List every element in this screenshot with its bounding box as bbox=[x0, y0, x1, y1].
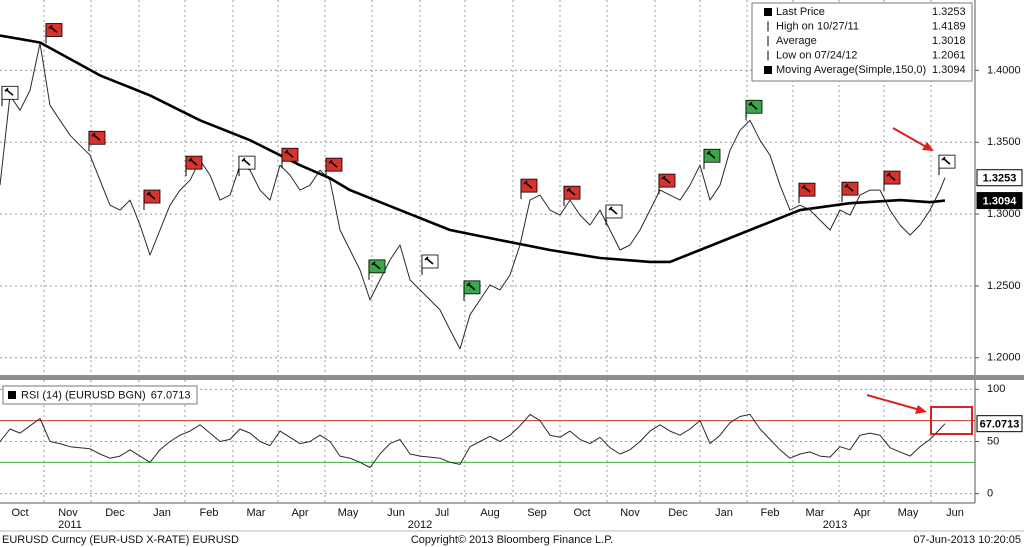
footer-right: 07-Jun-2013 10:20:05 bbox=[913, 534, 1021, 546]
signal-icon bbox=[661, 175, 671, 184]
series-line bbox=[0, 42, 946, 350]
x-tick-label: Mar bbox=[247, 507, 266, 519]
signal-icon bbox=[91, 132, 101, 141]
x-tick-label: Mar bbox=[806, 507, 825, 519]
arrowhead bbox=[922, 142, 934, 151]
legend-value: 67.0713 bbox=[151, 389, 191, 401]
x-tick-label: Apr bbox=[291, 507, 308, 519]
signal-icon bbox=[328, 159, 338, 168]
x-tick-label: Apr bbox=[853, 507, 870, 519]
x-tick-label: Jan bbox=[715, 507, 733, 519]
legend-box bbox=[2, 385, 198, 405]
value-tag-label: 1.3253 bbox=[983, 173, 1017, 185]
legend-label: Last Price bbox=[776, 6, 825, 18]
x-year-label: 2012 bbox=[408, 519, 432, 531]
annotation bbox=[866, 127, 973, 435]
signal-icon bbox=[523, 180, 533, 189]
signal-icon bbox=[941, 156, 951, 165]
legend-label: Low on 07/24/12 bbox=[776, 49, 857, 61]
signal-icon bbox=[4, 87, 14, 96]
value-tag-label: 67.0713 bbox=[980, 419, 1020, 431]
x-tick-label: May bbox=[898, 507, 919, 519]
legend-label: Average bbox=[776, 35, 817, 47]
signal-icon bbox=[886, 172, 896, 181]
x-tick-label: May bbox=[338, 507, 359, 519]
signal-icon bbox=[424, 256, 434, 265]
signal-icon bbox=[801, 184, 811, 193]
signal-icon bbox=[241, 157, 251, 166]
value-tag bbox=[976, 169, 1023, 187]
signal-icon bbox=[748, 101, 758, 110]
signal-icon bbox=[284, 149, 294, 158]
legend-label: High on 10/27/11 bbox=[776, 20, 859, 32]
x-tick-label: Jul bbox=[435, 507, 449, 519]
x-tick-label: Jan bbox=[153, 507, 171, 519]
x-tick-label: Feb bbox=[200, 507, 219, 519]
signal-icon bbox=[48, 24, 58, 34]
y-tick-label: 1.4000 bbox=[987, 64, 1021, 76]
series-line bbox=[0, 34, 946, 264]
x-tick-label: Jun bbox=[946, 507, 964, 519]
x-year-label: 2011 bbox=[58, 519, 82, 531]
x-tick-label: Nov bbox=[620, 507, 640, 519]
x-tick-label: Dec bbox=[105, 507, 125, 519]
x-tick-label: Dec bbox=[668, 507, 688, 519]
legend-swatch bbox=[764, 8, 772, 16]
legend-swatch bbox=[764, 66, 772, 74]
legend-label: Moving Average(Simple,150,0) bbox=[776, 64, 926, 76]
x-tick-label: Oct bbox=[11, 507, 28, 519]
x-tick-label: Sep bbox=[527, 507, 547, 519]
legend-box bbox=[751, 2, 973, 82]
legend-value: 1.3018 bbox=[932, 35, 966, 47]
legend-swatch bbox=[8, 391, 16, 399]
legend-value: 1.4189 bbox=[932, 20, 966, 32]
y-tick-label: 1.2000 bbox=[987, 352, 1021, 364]
series-line bbox=[0, 413, 946, 468]
panel-separator bbox=[0, 375, 1024, 380]
x-tick-label: Aug bbox=[480, 507, 500, 519]
x-tick-label: Oct bbox=[573, 507, 590, 519]
x-tick-label: Nov bbox=[58, 507, 78, 519]
arrow bbox=[892, 127, 929, 149]
y-tick-label: 1.3000 bbox=[987, 208, 1021, 220]
signal-icon bbox=[844, 183, 854, 192]
legend-value: 1.3253 bbox=[932, 6, 966, 18]
y-tick-label: 1.2500 bbox=[987, 280, 1021, 292]
highlight-box bbox=[930, 406, 973, 435]
signal-icon bbox=[466, 282, 476, 291]
legend-label: RSI (14) (EURUSD BGN) bbox=[21, 389, 146, 401]
legend-value: 1.2061 bbox=[932, 49, 966, 61]
value-tag-label: 1.3094 bbox=[983, 195, 1018, 207]
signal-icon bbox=[146, 191, 156, 200]
arrow bbox=[866, 394, 921, 411]
x-tick-label: Feb bbox=[761, 507, 780, 519]
footer-left: EURUSD Curncy (EUR-USD X-RATE) EURUSD bbox=[2, 534, 239, 546]
signal-icon bbox=[566, 187, 576, 196]
y-tick-label: 100 bbox=[987, 383, 1005, 395]
overlay-layer: 1.2000 1.2500 1.3000 1.3500 1.4000 1.3253 1.30… bbox=[1, 2, 1023, 531]
arrowhead bbox=[915, 405, 927, 414]
value-tag bbox=[976, 192, 1023, 210]
signal-icon bbox=[371, 261, 381, 270]
signal-icon bbox=[608, 206, 618, 215]
data-layer bbox=[0, 34, 946, 468]
value-tag bbox=[976, 415, 1023, 433]
signal-icon bbox=[706, 150, 716, 159]
x-tick-label: Jun bbox=[387, 507, 405, 519]
footer-center: Copyright© 2013 Bloomberg Finance L.P. bbox=[411, 534, 613, 546]
y-tick-label: 1.3500 bbox=[987, 136, 1021, 148]
x-year-label: 2013 bbox=[823, 519, 847, 531]
y-tick-label: 50 bbox=[987, 435, 999, 447]
legend-value: 1.3094 bbox=[932, 64, 966, 76]
y-tick-label: 0 bbox=[987, 488, 993, 500]
signal-icon bbox=[188, 157, 198, 166]
